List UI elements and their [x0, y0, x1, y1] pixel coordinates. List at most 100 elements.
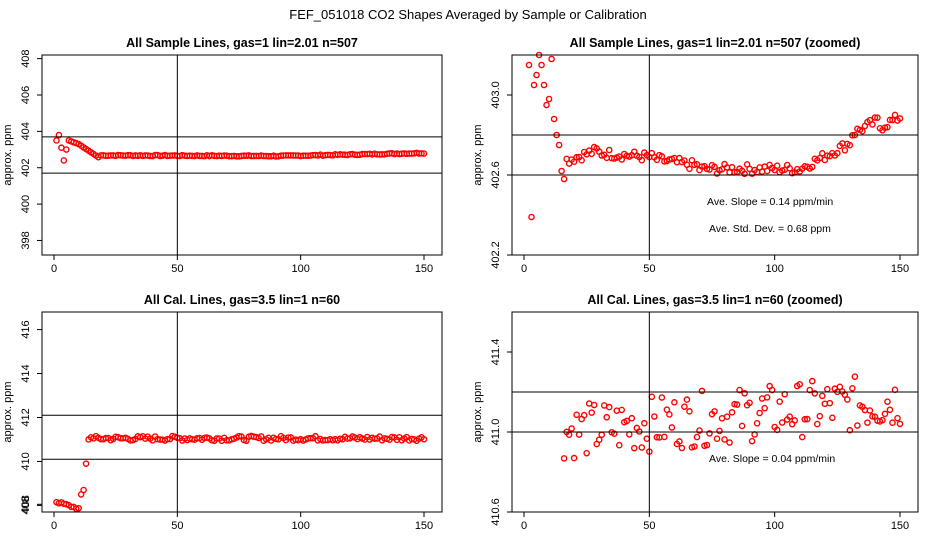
y-tick-label: 412 — [20, 408, 32, 426]
y-tick-label: 402.6 — [490, 161, 502, 189]
data-point — [851, 373, 859, 380]
data-point — [691, 443, 698, 450]
data-point — [638, 444, 646, 451]
data-point — [213, 435, 221, 442]
data-point — [164, 435, 171, 443]
data-point — [638, 156, 646, 164]
x-tick-label: 0 — [521, 263, 527, 275]
data-point — [272, 435, 280, 443]
data-point — [610, 430, 618, 438]
data-point — [776, 398, 783, 405]
data-point — [575, 431, 583, 438]
data-point — [896, 420, 904, 428]
plot-frame — [511, 54, 919, 256]
x-tick-label: 150 — [415, 263, 433, 275]
data-point — [886, 406, 894, 414]
data-point — [588, 409, 595, 416]
data-point — [671, 399, 678, 406]
data-point — [859, 127, 866, 135]
data-point — [560, 175, 568, 183]
data-point — [525, 61, 533, 69]
data-point — [543, 101, 550, 109]
data-point — [706, 430, 713, 437]
data-point — [798, 433, 806, 441]
data-point — [628, 414, 636, 422]
data-point — [678, 444, 686, 452]
data-point — [728, 409, 736, 416]
data-point — [871, 114, 879, 121]
data-point — [834, 149, 841, 157]
data-point — [643, 435, 651, 443]
data-point — [618, 406, 626, 414]
panel-title: All Cal. Lines, gas=3.5 lin=1 n=60 (zoom… — [587, 293, 842, 307]
data-point — [748, 437, 756, 445]
annotation-slope: Ave. Slope = 0.14 ppm/min — [707, 196, 833, 208]
data-point — [686, 408, 693, 415]
y-tick-label: 410 — [20, 452, 32, 470]
x-tick-label: 0 — [51, 263, 57, 275]
y-tick-label: 410.6 — [490, 498, 502, 526]
plot-frame — [41, 311, 443, 513]
data-point — [625, 431, 633, 438]
data-point — [721, 436, 728, 443]
data-point — [741, 389, 748, 397]
data-point — [884, 398, 891, 405]
data-point — [726, 439, 733, 446]
data-point — [55, 131, 63, 139]
data-point — [540, 81, 548, 89]
y-tick-label: 404 — [20, 122, 32, 140]
data-point — [894, 414, 901, 422]
data-point — [778, 419, 786, 426]
panel-sample-zoomed: All Sample Lines, gas=1 lin=2.01 n=507 (… — [472, 36, 919, 275]
plot-frame — [511, 311, 919, 513]
data-point — [548, 55, 555, 63]
panel-title: All Sample Lines, gas=1 lin=2.01 n=507 (… — [570, 36, 861, 50]
data-point — [651, 413, 658, 420]
y-tick-label: 408 — [20, 49, 32, 67]
x-tick-label: 150 — [891, 263, 909, 275]
data-point — [580, 411, 588, 419]
data-point — [528, 213, 535, 221]
panel-title: All Cal. Lines, gas=3.5 lin=1 n=60 — [144, 293, 340, 307]
data-point — [658, 153, 666, 160]
data-point — [285, 434, 292, 441]
y-tick-label: 411.0 — [490, 419, 502, 446]
data-point — [560, 455, 568, 462]
data-point — [811, 390, 819, 397]
y-tick-label: 411.4 — [490, 339, 502, 366]
data-point — [615, 441, 623, 449]
y-tick-label: 398 — [20, 231, 32, 249]
data-point — [796, 380, 804, 388]
data-point — [573, 411, 580, 419]
data-point — [869, 121, 876, 128]
data-point — [698, 387, 706, 395]
data-point — [846, 426, 854, 434]
data-point — [630, 444, 638, 452]
panel-cal-zoomed: All Cal. Lines, gas=3.5 lin=1 n=60 (zoom… — [472, 293, 919, 532]
data-point — [605, 403, 613, 411]
data-point — [884, 123, 891, 131]
data-point — [818, 149, 826, 157]
x-tick-label: 100 — [291, 263, 309, 275]
data-point — [791, 417, 799, 424]
data-point — [763, 394, 771, 401]
data-point — [703, 441, 711, 449]
y-tick-label: 416 — [20, 320, 32, 338]
data-point — [746, 399, 753, 407]
data-point — [420, 150, 428, 157]
data-point — [603, 413, 611, 421]
data-point — [681, 403, 688, 410]
data-point — [773, 162, 781, 169]
data-point — [578, 157, 585, 164]
data-point — [711, 163, 718, 171]
data-point — [666, 411, 673, 418]
data-point — [698, 163, 706, 170]
y-tick-label: 402.2 — [490, 241, 502, 269]
data-point — [881, 410, 889, 418]
x-tick-label: 0 — [51, 520, 57, 532]
y-tick-label: 406 — [20, 86, 32, 104]
data-point — [75, 504, 82, 512]
data-point — [761, 404, 768, 412]
x-tick-label: 0 — [521, 520, 527, 532]
